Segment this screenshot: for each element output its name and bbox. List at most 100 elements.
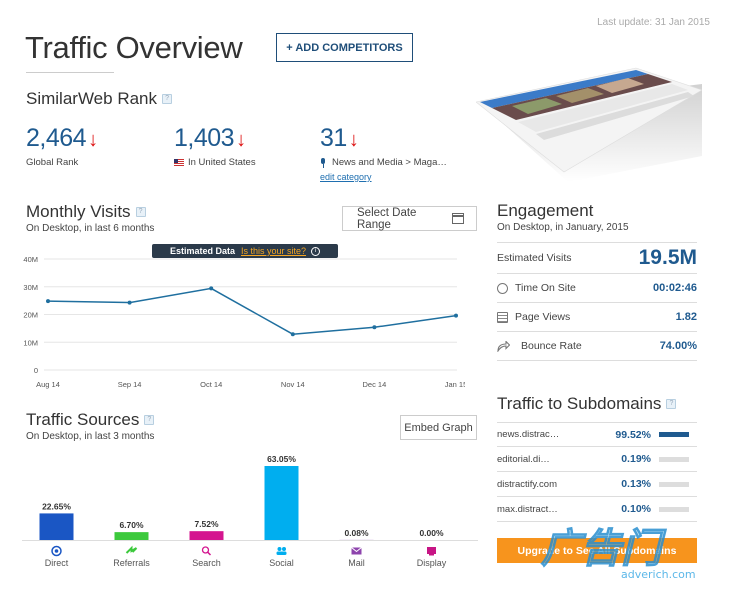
help-icon[interactable]: ? (666, 399, 677, 409)
bounce-rate-label: Bounce Rate (521, 340, 582, 352)
category-label: Referrals (113, 558, 150, 568)
estimated-data-label: Estimated Data (169, 246, 235, 256)
title-divider (26, 72, 114, 73)
page-views-row: Page Views 1.82 (497, 303, 697, 332)
bar-value-label: 22.65% (42, 501, 71, 511)
select-date-range-button[interactable]: Select Date Range (342, 206, 477, 231)
estimated-visits-value: 19.5M (638, 246, 697, 269)
country-rank: 1,403 ↓ In United States (174, 124, 256, 168)
subdomain-pct: 99.52% (615, 428, 651, 441)
global-rank: 2,464 ↓ Global Rank (26, 124, 98, 168)
x-tick-label: Dec 14 (363, 380, 387, 389)
category-label: Mail (348, 558, 365, 568)
add-competitors-button[interactable]: + ADD COMPETITORS (276, 33, 413, 62)
bar-direct (39, 513, 74, 540)
x-tick-label: Jan 15 (445, 380, 465, 389)
display-icon (427, 547, 436, 556)
mail-icon (351, 547, 362, 555)
rank-title: SimilarWeb Rank ? (26, 89, 173, 109)
is-this-your-site-link[interactable]: Is this your site? (241, 246, 307, 256)
subdomain-name: editorial.di… (497, 453, 550, 465)
target-icon (51, 545, 62, 557)
engagement-title: Engagement (497, 201, 593, 221)
x-tick-label: Oct 14 (200, 380, 222, 389)
clock-icon (497, 282, 508, 294)
watermark-mark: 广告门 (541, 526, 667, 572)
bounce-arrow-icon (497, 340, 510, 352)
monthly-visits-line-chart: 0 10M 20M 30M 40M Aug 14 Sep 14 Oct 14 Nov 14 Dec… (23, 255, 465, 389)
page-views-icon (497, 311, 508, 323)
date-button-label: Select Date Range (357, 206, 417, 231)
y-tick-label: 40M (23, 255, 38, 264)
data-point (372, 325, 377, 330)
visits-series-line (47, 287, 457, 335)
subdomain-share-bar (659, 456, 689, 462)
category-rank-label: News and Media > Maga… (332, 157, 447, 168)
time-on-site-row: Time On Site 00:02:46 (497, 274, 697, 303)
country-rank-value: 1,403 (174, 124, 235, 152)
subdomain-share-bar (659, 481, 689, 487)
monthly-visits-title: Monthly Visits ? (26, 202, 146, 222)
category-label: Direct (45, 558, 69, 568)
bar-value-label: 0.00% (419, 528, 444, 538)
global-rank-value: 2,464 (26, 124, 87, 152)
calendar-icon (452, 213, 464, 224)
watermark-logo: 广告门 adverich.com (540, 525, 696, 581)
rank-title-text: SimilarWeb Rank (26, 89, 158, 108)
bounce-rate-value: 74.00% (659, 340, 697, 352)
subdomain-row[interactable]: news.distrac… 99.52% (497, 422, 697, 447)
info-icon[interactable]: i (311, 246, 321, 256)
category-label: Search (192, 558, 221, 568)
traffic-sources-bar-chart: 22.65% Direct 6.70% Referrals 7.52% Search 63.… (22, 454, 478, 568)
bar-value-label: 63.05% (267, 454, 296, 464)
subdomain-name: distractify.com (497, 478, 558, 490)
category-rank-value: 31 (320, 124, 347, 152)
subdomain-pct: 0.19% (621, 453, 651, 465)
category-rank: 31 ↓ News and Media > Maga… edit category (320, 124, 447, 182)
help-icon[interactable]: ? (144, 415, 155, 425)
down-arrow-icon: ↓ (236, 129, 246, 151)
subdomain-pct: 0.10% (621, 503, 651, 515)
traffic-sources-title-text: Traffic Sources (26, 410, 140, 429)
help-icon[interactable]: ? (135, 207, 146, 217)
down-arrow-icon: ↓ (348, 129, 359, 151)
subdomain-share-bar (659, 506, 689, 512)
last-update: Last update: 31 Jan 2015 (597, 17, 710, 28)
bar-value-label: 0.08% (344, 528, 369, 538)
data-point (46, 299, 50, 304)
subdomain-row[interactable]: distractify.com 0.13% (497, 472, 697, 497)
x-tick-label: Nov 14 (281, 380, 305, 389)
page-views-label: Page Views (515, 311, 571, 323)
down-arrow-icon: ↓ (88, 129, 98, 151)
bar-value-label: 7.52% (194, 519, 219, 529)
subdomains-title-text: Traffic to Subdomains (497, 394, 662, 413)
engagement-subtitle: On Desktop, in January, 2015 (497, 222, 629, 233)
subdomain-name: max.distract… (497, 503, 558, 515)
monthly-visits-title-text: Monthly Visits (26, 202, 131, 221)
country-rank-label: In United States (188, 157, 256, 168)
data-point (209, 286, 214, 291)
estimated-visits-label: Estimated Visits (497, 252, 572, 264)
monthly-visits-subtitle: On Desktop, in last 6 months (26, 223, 155, 234)
subdomain-row[interactable]: max.distract… 0.10% (497, 497, 697, 522)
bar-search (189, 531, 224, 540)
traffic-sources-subtitle: On Desktop, in last 3 months (26, 431, 155, 442)
microphone-icon (320, 157, 326, 168)
upgrade-subdomains-button[interactable]: Upgrade to See All Subdomains (497, 538, 697, 563)
help-icon[interactable]: ? (162, 94, 173, 104)
page-title: Traffic Overview (25, 30, 243, 65)
bar-value-label: 6.70% (119, 520, 144, 530)
edit-category-link[interactable]: edit category (320, 172, 372, 182)
global-rank-label: Global Rank (26, 157, 79, 168)
time-on-site-label: Time On Site (515, 282, 576, 294)
category-label: Display (417, 558, 447, 568)
subdomain-row[interactable]: editorial.di… 0.19% (497, 447, 697, 472)
engagement-title-text: Engagement (497, 201, 594, 220)
people-icon (276, 547, 287, 555)
data-point (127, 300, 132, 305)
embed-graph-button[interactable]: Embed Graph (400, 415, 477, 440)
y-tick-label: 30M (23, 283, 38, 292)
referral-arrows-icon (125, 545, 138, 554)
subdomain-pct: 0.13% (621, 478, 651, 490)
watermark-url: adverich.com (621, 568, 696, 581)
